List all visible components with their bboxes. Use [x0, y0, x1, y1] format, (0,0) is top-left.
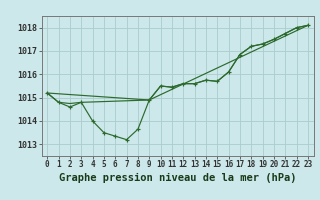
X-axis label: Graphe pression niveau de la mer (hPa): Graphe pression niveau de la mer (hPa): [59, 173, 296, 183]
